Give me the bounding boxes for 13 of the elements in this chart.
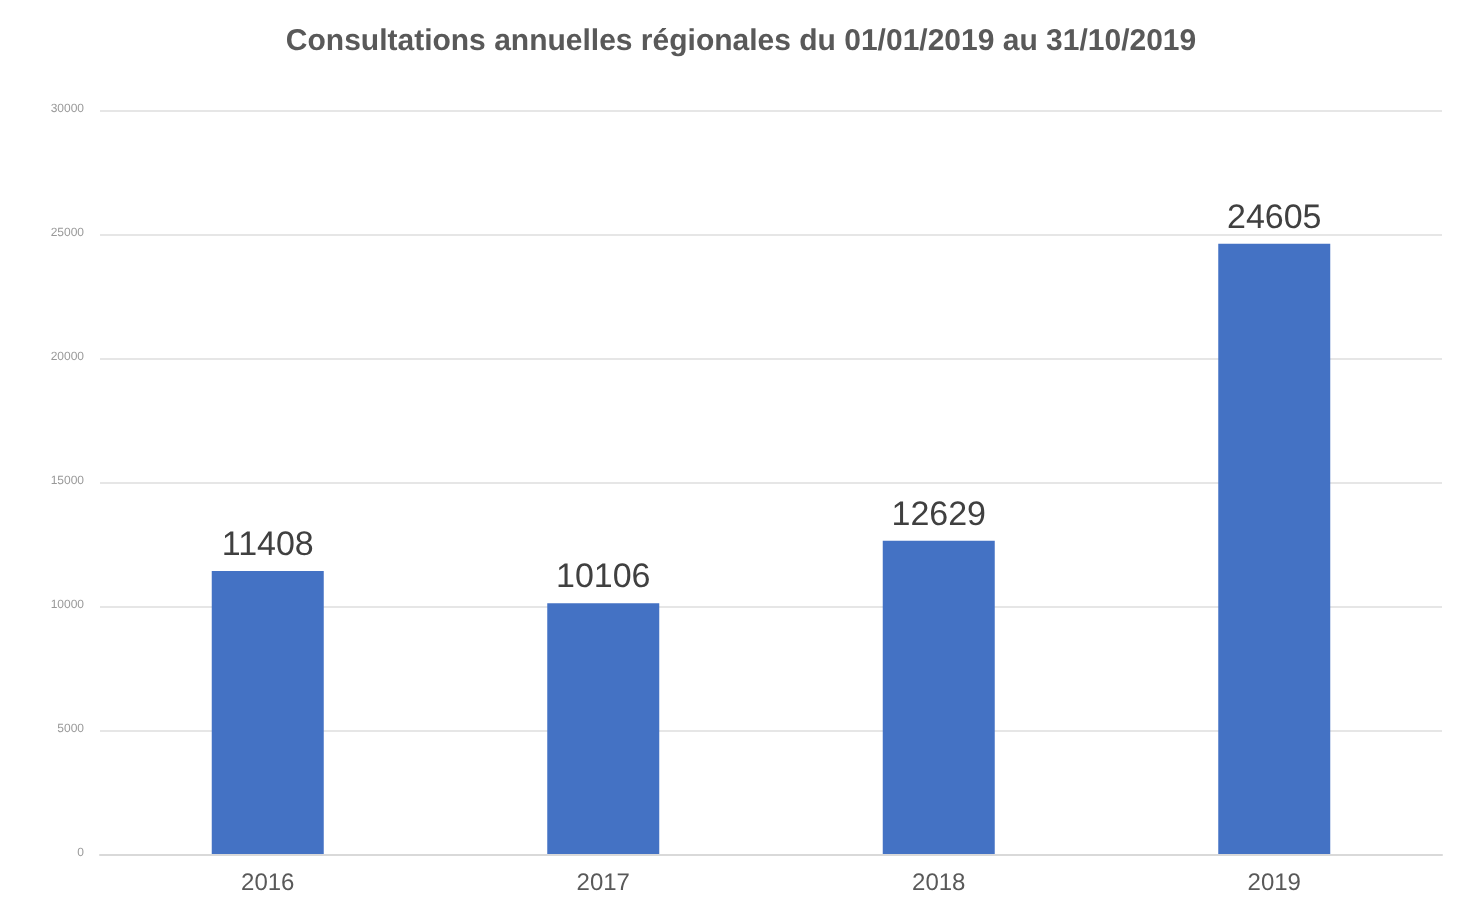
data-label: 24605 [1226, 197, 1322, 236]
x-tick-label: 2018 [912, 868, 967, 896]
x-tick-label: 2017 [576, 868, 631, 896]
chart-title: Consultations annuelles régionales du 01/01/2019 au 31/10/2019 [285, 24, 1197, 58]
x-tick-label: 2016 [241, 868, 296, 896]
data-label: 11408 [221, 525, 314, 564]
x-tick-label: 2019 [1247, 868, 1302, 896]
bar [1218, 243, 1331, 854]
data-label: 12629 [891, 494, 987, 533]
data-label: 10106 [555, 557, 651, 596]
bar [547, 603, 660, 854]
bar [882, 540, 995, 854]
bar [211, 571, 324, 854]
